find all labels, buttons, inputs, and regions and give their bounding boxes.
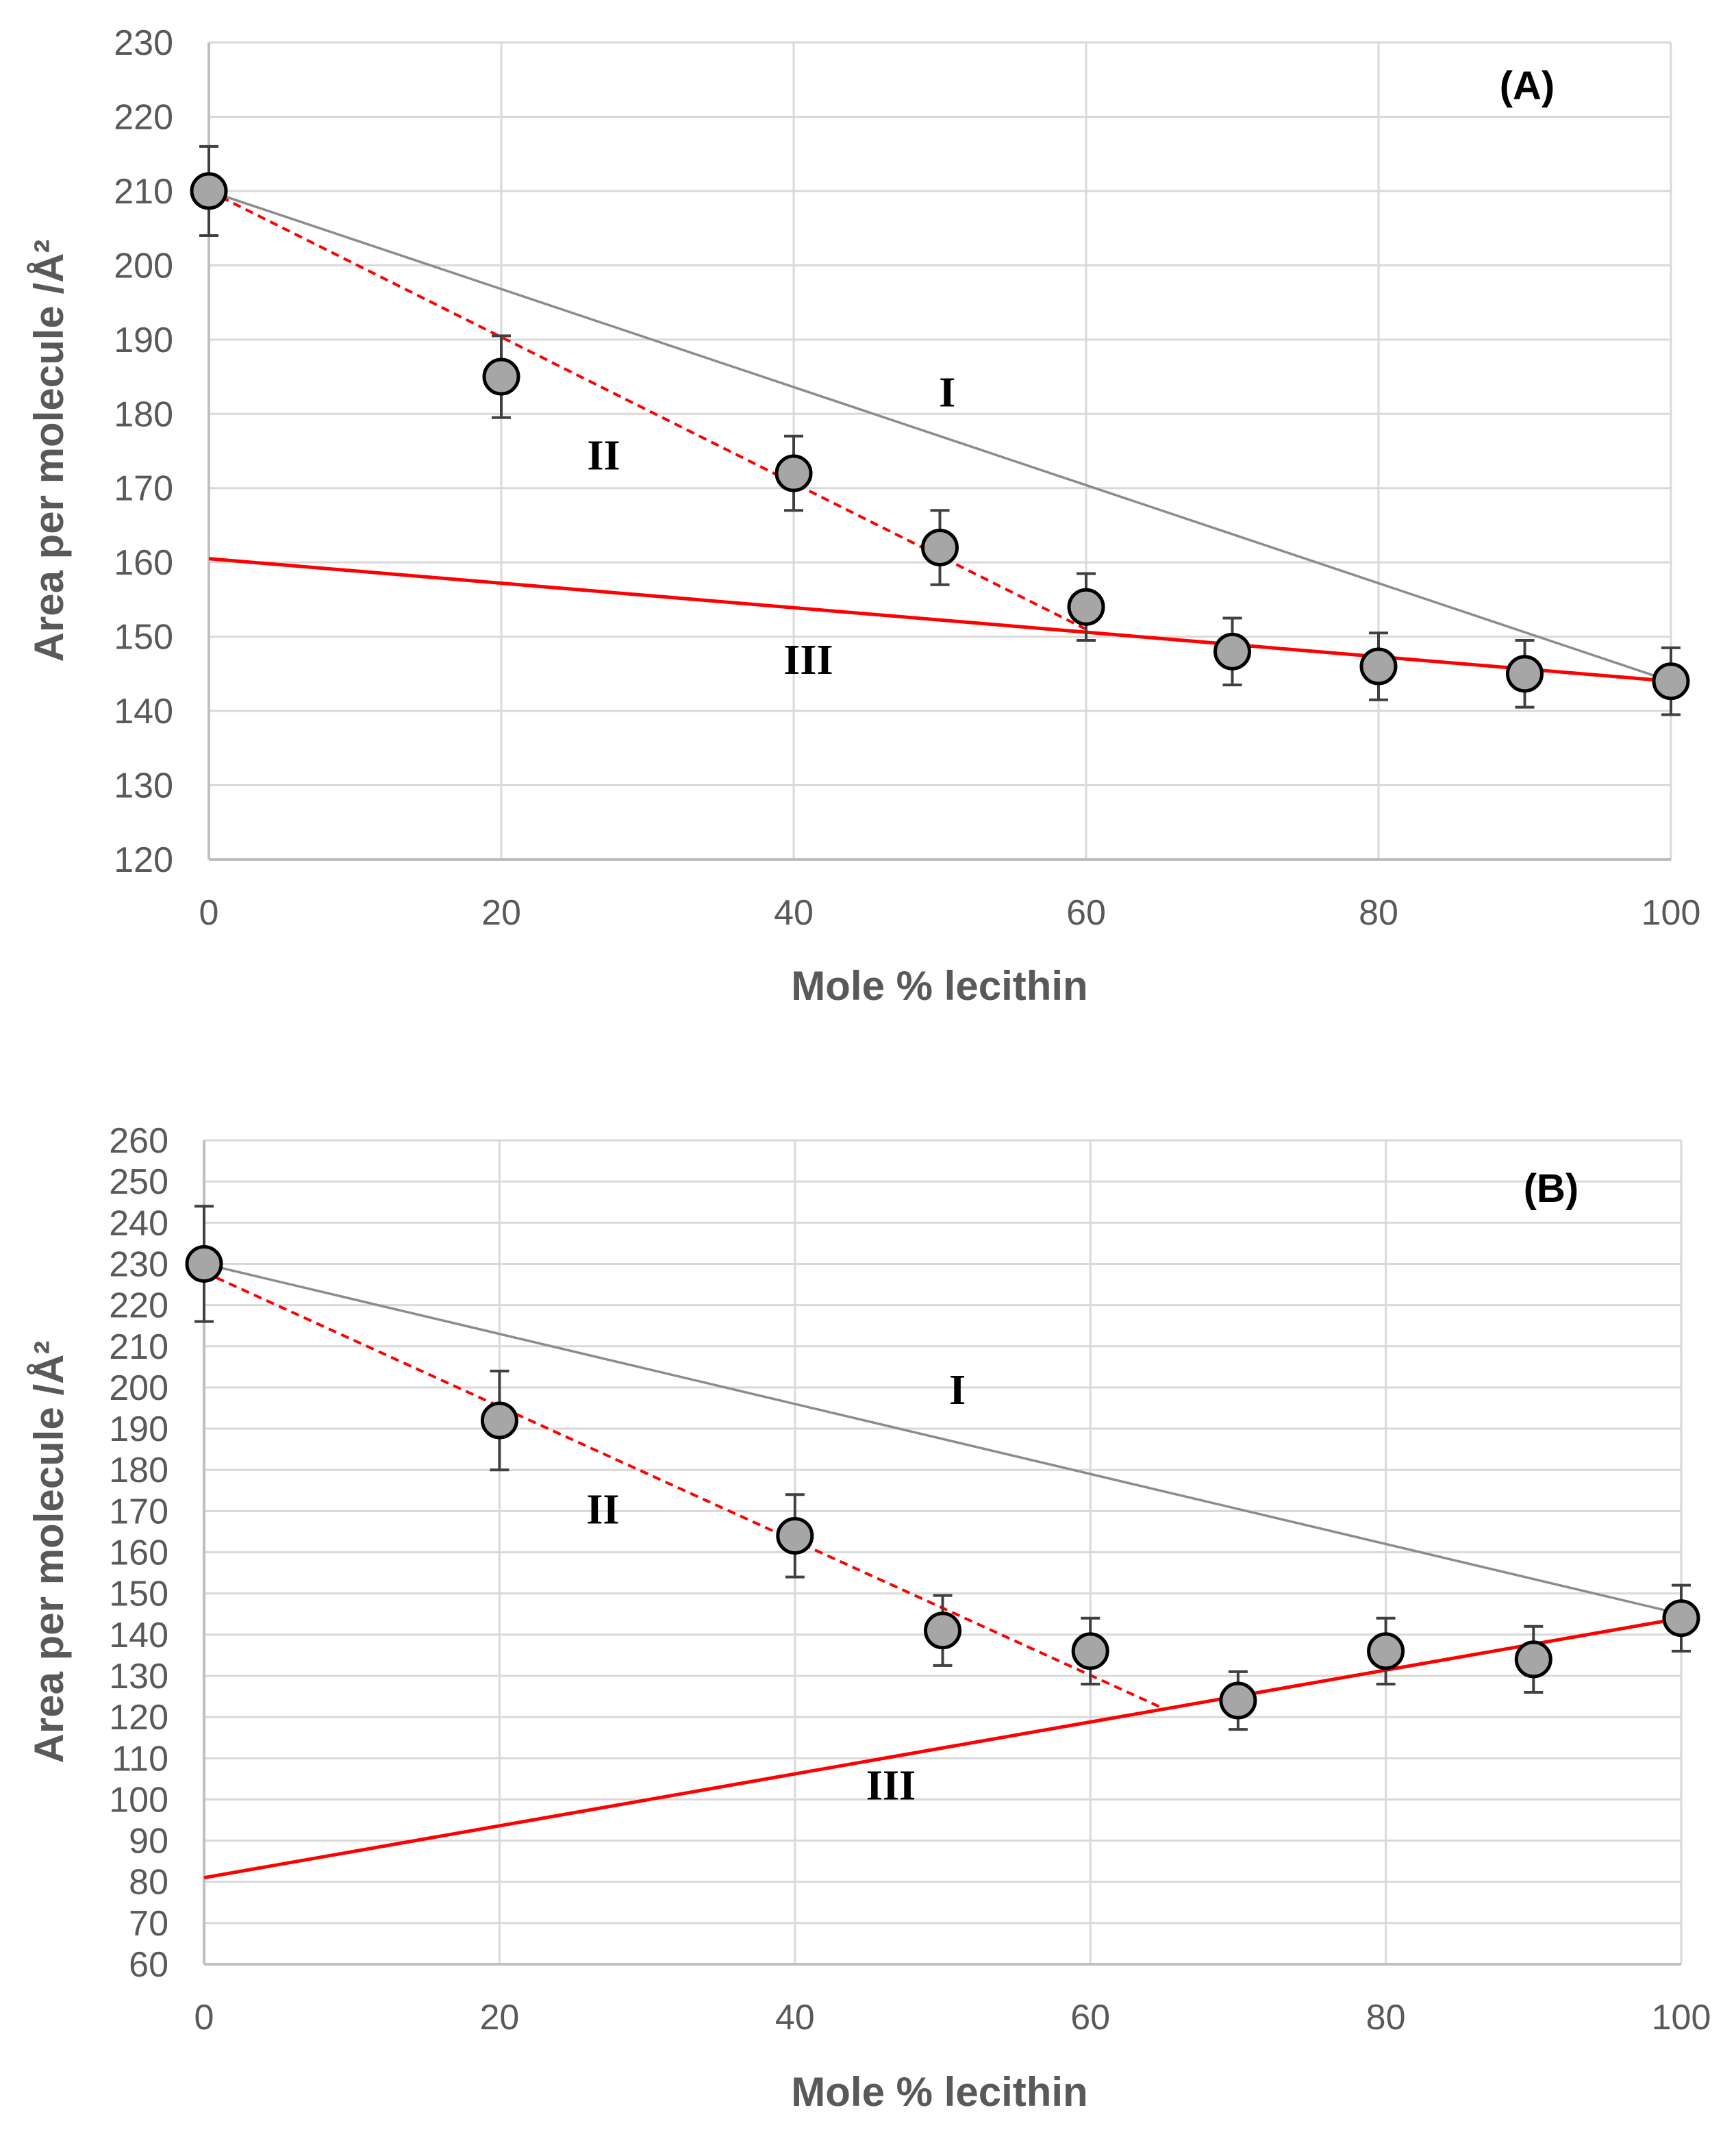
y-tick-label: 130 [109,1657,168,1696]
x-tick-label: 100 [1652,1998,1711,2037]
y-tick-label: 180 [114,394,173,434]
region-label-i: I [939,369,955,416]
y-tick-label: 160 [109,1533,168,1573]
x-tick-label: 60 [1070,1998,1110,2037]
data-point [190,172,228,210]
panel-label-b: (B) [1524,1166,1579,1211]
tick-labels: 6070809010011012013014015016017018019020… [109,1121,1711,2037]
y-tick-label: 150 [114,618,173,657]
y-tick-label: 250 [109,1162,168,1202]
data-point [185,1244,223,1283]
data-point [775,454,813,492]
y-tick-label: 130 [114,766,173,806]
data-point [921,528,959,566]
x-tick-label: 80 [1366,1998,1406,2037]
y-axis-title-b: Area per molecule /Å² [26,1341,72,1764]
y-tick-label: 230 [109,1244,168,1284]
y-tick-label: 210 [114,172,173,212]
fit-lines [208,190,1672,684]
y-tick-label: 220 [109,1286,168,1326]
y-tick-label: 150 [109,1575,168,1614]
grid-lines [207,41,1672,861]
region-label-ii: II [586,1486,619,1533]
fit-lines [203,1262,1682,1880]
y-tick-label: 110 [112,1739,168,1779]
y-tick-label: 170 [109,1492,168,1531]
data-point [1359,647,1398,686]
y-axis-title-a: Area per molecule /Å² [26,240,72,662]
data-point [1219,1681,1257,1720]
data-point [480,1401,518,1440]
y-tick-label: 240 [109,1203,168,1243]
y-tick-label: 260 [109,1121,168,1161]
data-point [1506,655,1544,693]
y-tick-label: 90 [129,1822,168,1861]
y-tick-label: 170 [114,469,173,509]
y-tick-label: 60 [129,1945,168,1985]
fit-line-i [208,190,1672,683]
region-label-i: I [949,1367,966,1414]
x-axis-title-b: Mole % lecithin [791,2069,1087,2115]
data-point [776,1516,814,1555]
data-points [185,1205,1700,1731]
y-tick-label: 190 [109,1409,168,1449]
data-points [190,145,1690,716]
x-tick-label: 0 [194,1998,214,2037]
data-point [1514,1640,1552,1679]
tick-labels: 120 130 140 150 160 170 180 190 200 210 220 230 0 20 4… [114,23,1700,933]
data-point [924,1611,961,1650]
x-tick-label: 80 [1359,893,1398,933]
data-point [482,358,520,396]
y-tick-label: 190 [114,321,173,360]
data-point [1071,1632,1109,1670]
y-tick-label: 120 [114,840,173,880]
region-label-iii: III [866,1762,916,1809]
data-point [1367,1632,1405,1670]
chart-panel-a: 120 130 140 150 160 170 180 190 200 210 220 230 0 20 4… [26,23,1700,1009]
x-tick-label: 100 [1641,893,1701,933]
y-tick-label: 200 [109,1368,168,1408]
fit-line-i [203,1262,1682,1616]
y-tick-label: 160 [114,543,173,583]
y-tick-label: 120 [109,1698,168,1738]
grid-lines [203,1139,1683,1966]
x-tick-label: 20 [481,893,521,933]
data-point [1652,662,1690,701]
y-tick-label: 220 [114,97,173,137]
y-tick-label: 200 [114,246,173,286]
y-tick-label: 140 [109,1616,168,1655]
region-label-ii: II [587,433,620,479]
panel-label-a: (A) [1500,64,1555,108]
y-tick-label: 180 [109,1451,168,1490]
fit-line-iii [203,1616,1682,1880]
y-tick-label: 230 [114,23,173,63]
fit-line-ii [203,1270,1165,1710]
y-tick-label: 140 [114,692,173,731]
region-label-iii: III [783,637,833,684]
x-tick-label: 40 [775,1998,815,2037]
y-tick-label: 80 [129,1863,168,1903]
data-point [1213,632,1251,670]
axes [207,42,1671,861]
data-point [1067,588,1105,626]
x-tick-label: 0 [199,893,219,933]
x-axis-title-a: Mole % lecithin [791,963,1087,1009]
y-tick-label: 70 [129,1904,168,1944]
chart-panel-b: 6070809010011012013014015016017018019020… [26,1121,1711,2115]
data-point [1662,1599,1700,1638]
y-tick-label: 100 [109,1780,168,1820]
fit-line-iii [208,557,1672,684]
x-tick-label: 20 [479,1998,519,2037]
x-tick-label: 60 [1066,893,1106,933]
y-tick-label: 210 [109,1327,168,1367]
x-tick-label: 40 [774,893,814,933]
